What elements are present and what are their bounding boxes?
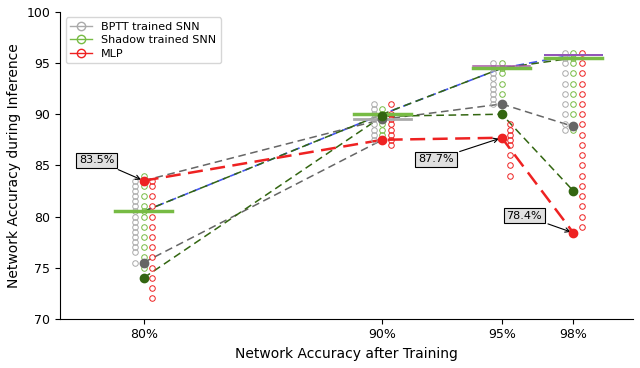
Legend: BPTT trained SNN, Shadow trained SNN, MLP: BPTT trained SNN, Shadow trained SNN, ML… (66, 18, 221, 63)
Y-axis label: Network Accuracy during Inference: Network Accuracy during Inference (7, 43, 21, 288)
Text: 87.7%: 87.7% (418, 138, 498, 164)
Text: 78.4%: 78.4% (506, 210, 570, 232)
Text: 83.5%: 83.5% (79, 155, 140, 179)
X-axis label: Network Accuracy after Training: Network Accuracy after Training (235, 347, 458, 361)
